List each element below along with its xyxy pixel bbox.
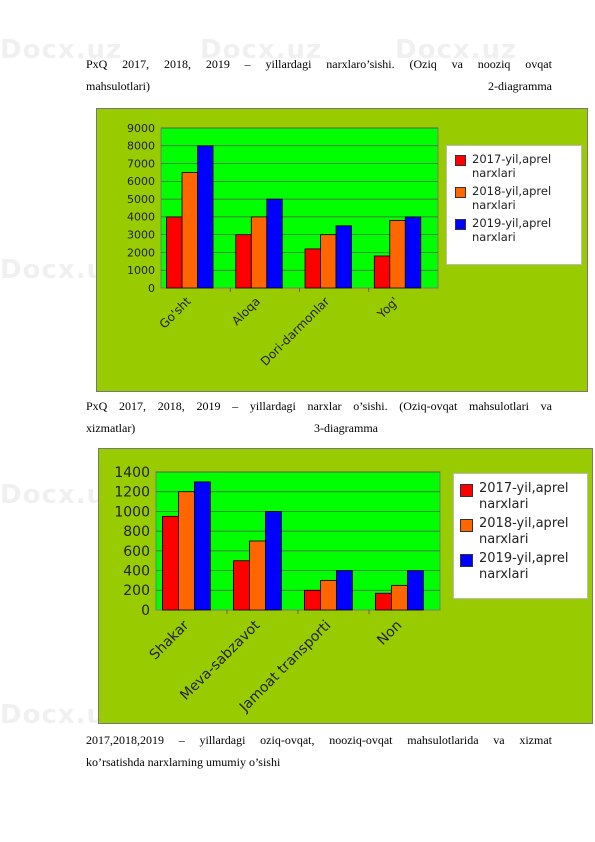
bar-3-4: [404, 216, 422, 289]
caption-word: narxlaro’sishi.: [326, 57, 395, 71]
bar-2-3: [320, 234, 337, 289]
bar-3-2: [264, 511, 282, 611]
paragraph-line: mahsulotlari) 2-diagramma: [86, 75, 552, 97]
bar-1-2: [232, 560, 250, 611]
paragraph-line: 2017,2018,2019 – yillardagi oziq-ovqat, …: [86, 733, 552, 747]
x-category-label: Aloqa: [229, 294, 263, 328]
caption-word: yillardagi: [265, 57, 312, 71]
legend-label: 2018-yil,aprel narxlari: [472, 184, 552, 212]
chart-legend: 2017-yil,aprel narxlari 2018-yil,aprel na…: [453, 473, 588, 599]
y-tick-label: 400: [123, 563, 150, 579]
caption-word: 2017,: [122, 57, 150, 71]
bar-1-2: [235, 234, 252, 289]
legend-swatch: [455, 187, 466, 198]
bar-3-3: [335, 570, 353, 611]
x-category-label: Shakar: [147, 617, 193, 663]
bar-3-4: [406, 570, 424, 611]
legend-label: 2017-yil,aprel narxlari: [472, 152, 552, 180]
caption-word: (Oziq: [409, 57, 437, 71]
legend-item: 2019-yil,aprel narxlari: [460, 551, 587, 582]
bar-3-1: [197, 145, 214, 289]
caption-word: va: [451, 57, 463, 71]
paragraph-diagram-2-caption: PxQ 2017, 2018, 2019– yillardagi narxlaro’sis…: [86, 53, 552, 97]
legend-item: 2019-yil,aprel narxlari: [455, 216, 581, 244]
bar-3-1: [193, 481, 211, 611]
bar-1-1: [161, 515, 179, 611]
y-tick-label: 200: [123, 583, 150, 599]
y-tick-label: 5000: [127, 193, 155, 206]
chart-svg: 0200400600800100012001400ShakarMeva-sabz…: [114, 465, 441, 716]
bar-2-1: [181, 172, 198, 289]
legend-label: 2017-yil,aprel narxlari: [479, 481, 569, 512]
y-tick-label: 600: [123, 544, 150, 560]
y-tick-label: 6000: [127, 175, 155, 188]
paragraph-diagram-3-caption: PxQ 2017, 2018, 2019 – yillardagi narxla…: [86, 395, 552, 439]
bar-2-1: [177, 491, 195, 611]
bar-1-4: [374, 592, 392, 611]
legend-swatch: [460, 554, 473, 567]
y-tick-label: 0: [148, 282, 155, 295]
legend-item: 2017-yil,aprel narxlari: [455, 152, 581, 180]
bar-1-3: [304, 248, 321, 289]
y-tick-label: 2000: [127, 246, 155, 259]
y-tick-label: 4000: [127, 211, 155, 224]
legend-item: 2017-yil,aprel narxlari: [460, 481, 587, 512]
caption-word: nooziq: [477, 57, 511, 71]
legend-item: 2018-yil,aprel narxlari: [455, 184, 581, 212]
y-tick-label: 1200: [114, 485, 150, 501]
paragraph-line: xizmatlar) 3-diagramma: [86, 417, 552, 439]
legend-swatch: [460, 484, 473, 497]
chart-legend: 2017-yil,aprel narxlari 2018-yil,aprel na…: [446, 145, 582, 265]
x-category-label: Dori-darmonlar: [258, 294, 332, 368]
bar-3-3: [335, 225, 352, 289]
bar-2-4: [389, 220, 406, 289]
y-tick-label: 7000: [127, 157, 155, 170]
y-tick-label: 3000: [127, 229, 155, 242]
y-tick-label: 1000: [114, 504, 150, 520]
bar-2-4: [390, 584, 408, 611]
x-category-label: Yog': [374, 294, 402, 322]
bar-1-1: [166, 216, 183, 289]
y-tick-label: 1000: [127, 264, 155, 277]
paragraph-summary: 2017,2018,2019 – yillardagi oziq-ovqat, …: [86, 729, 552, 773]
caption-word: 2018,: [164, 57, 191, 71]
y-tick-label: 1400: [114, 465, 150, 481]
chart-svg: 0 1000 2000 3000 4000 5000 6000 7000 8000 9000 Go'…: [127, 122, 439, 369]
caption-word: –: [244, 57, 251, 71]
bar-2-2: [250, 216, 268, 289]
legend-label: 2018-yil,aprel narxlari: [479, 516, 569, 547]
paragraph-line: PxQ 2017, 2018, 2019 – yillardagi narxla…: [86, 399, 552, 413]
caption-text: xizmatlar): [86, 421, 136, 435]
x-category-label: Go'sht: [157, 294, 194, 331]
chart-diagram-2: 0 1000 2000 3000 4000 5000 6000 7000 8000 9000 Go'…: [96, 108, 588, 392]
paragraph-line: ko’rsatishda narxlarning umumiy o’sishi: [86, 755, 281, 769]
bar-1-4: [373, 255, 391, 289]
legend-item: 2018-yil,aprel narxlari: [460, 516, 587, 547]
legend-swatch: [455, 219, 466, 230]
y-tick-label: 9000: [127, 122, 155, 135]
caption-word: ovqat: [525, 57, 552, 71]
caption-word: PxQ: [86, 57, 108, 71]
y-tick-label: 8000: [127, 140, 155, 153]
legend-label: 2019-yil,aprel narxlari: [479, 551, 569, 582]
caption-word: 2019: [205, 57, 230, 71]
bar-3-2: [266, 198, 283, 289]
diagram-number: 3-diagramma: [314, 421, 378, 435]
chart-diagram-3: 0 200 400 600 800 1000 1200 1400 Shakar Meva-sabz…: [98, 448, 593, 724]
legend-label: 2019-yil,aprel narxlari: [472, 216, 552, 244]
diagram-number: 2-diagramma: [488, 79, 552, 93]
y-tick-label: 0: [141, 603, 150, 619]
bar-2-2: [248, 540, 266, 611]
legend-swatch: [455, 155, 466, 166]
paragraph-line: PxQ 2017, 2018, 2019– yillardagi narxlaro’sis…: [86, 53, 552, 75]
bar-2-3: [319, 580, 337, 611]
y-tick-label: 800: [123, 524, 150, 540]
bar-1-3: [303, 589, 321, 611]
legend-swatch: [460, 519, 473, 532]
caption-text: mahsulotlari): [86, 79, 150, 93]
x-category-label: Non: [374, 618, 405, 649]
